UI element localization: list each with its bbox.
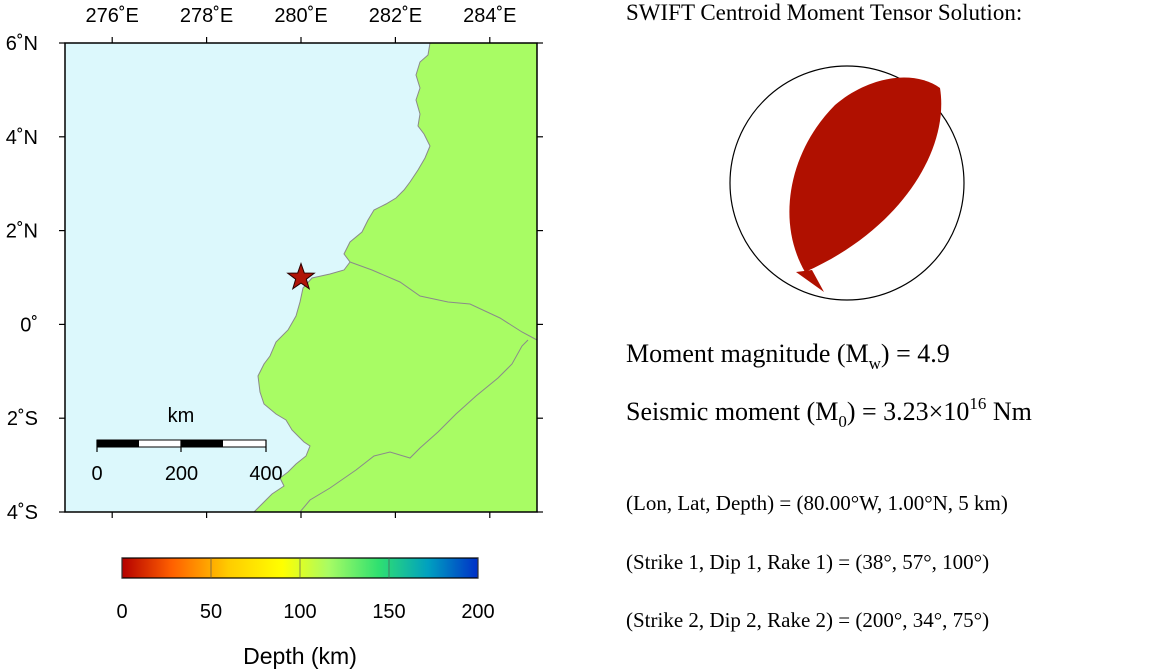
solution-panel: SWIFT Centroid Moment Tensor Solution: M…: [626, 0, 1032, 632]
colorbar-label: 100: [283, 601, 316, 623]
colorbar-label: 50: [200, 601, 222, 623]
scale-bar: km 0 200 400: [91, 405, 282, 485]
lat-label: 6˚N: [6, 33, 38, 55]
colorbar-label: 0: [116, 601, 127, 623]
country-borders: [299, 261, 537, 512]
beachball-lower-lobe: [796, 270, 824, 292]
scale-bar-label: 200: [165, 463, 198, 485]
solution-title: SWIFT Centroid Moment Tensor Solution:: [626, 0, 1022, 25]
colorbar-label: 200: [461, 601, 494, 623]
longitude-labels: 276˚E 278˚E 280˚E 282˚E 284˚E: [86, 5, 517, 27]
scale-bar-label: 0: [91, 463, 102, 485]
lon-label: 280˚E: [274, 5, 327, 27]
land-area: [254, 43, 537, 512]
lat-label: 2˚S: [7, 408, 38, 430]
epicenter-star-icon[interactable]: [286, 261, 316, 291]
lon-label: 276˚E: [86, 5, 139, 27]
focal-mechanism-beachball[interactable]: [729, 65, 965, 301]
map-ticks: [59, 37, 543, 518]
location-line: (Lon, Lat, Depth) = (80.00°W, 1.00°N, 5 …: [626, 491, 1008, 515]
lat-label: 2˚N: [6, 221, 38, 243]
coastline: [253, 43, 431, 512]
lat-label: 4˚S: [7, 502, 38, 524]
scale-bar-label: 400: [249, 463, 282, 485]
lat-label: 4˚N: [6, 127, 38, 149]
lon-label: 278˚E: [180, 5, 233, 27]
lon-label: 284˚E: [463, 5, 516, 27]
lat-label: 0˚: [20, 314, 38, 336]
seismic-moment: Seismic moment (M0) = 3.23×1016 Nm: [626, 394, 1032, 431]
nodal-plane-2: (Strike 2, Dip 2, Rake 2) = (200°, 34°, …: [626, 608, 989, 632]
scale-bar-unit: km: [168, 405, 195, 427]
beachball-compression-lobe: [789, 77, 942, 272]
map-panel: 276˚E 278˚E 280˚E 282˚E 284˚E 6˚N 4˚N 2˚N 0˚ 2˚S…: [6, 5, 543, 524]
lon-label: 282˚E: [369, 5, 422, 27]
moment-magnitude: Moment magnitude (Mw) = 4.9: [626, 339, 950, 373]
colorbar-label: 150: [372, 601, 405, 623]
latitude-labels: 6˚N 4˚N 2˚N 0˚ 2˚S 4˚S: [6, 33, 38, 524]
nodal-plane-1: (Strike 1, Dip 1, Rake 1) = (38°, 57°, 1…: [626, 550, 989, 574]
depth-colorbar: 0 50 100 150 200 Depth (km): [116, 557, 495, 669]
colorbar-title: Depth (km): [243, 643, 357, 669]
